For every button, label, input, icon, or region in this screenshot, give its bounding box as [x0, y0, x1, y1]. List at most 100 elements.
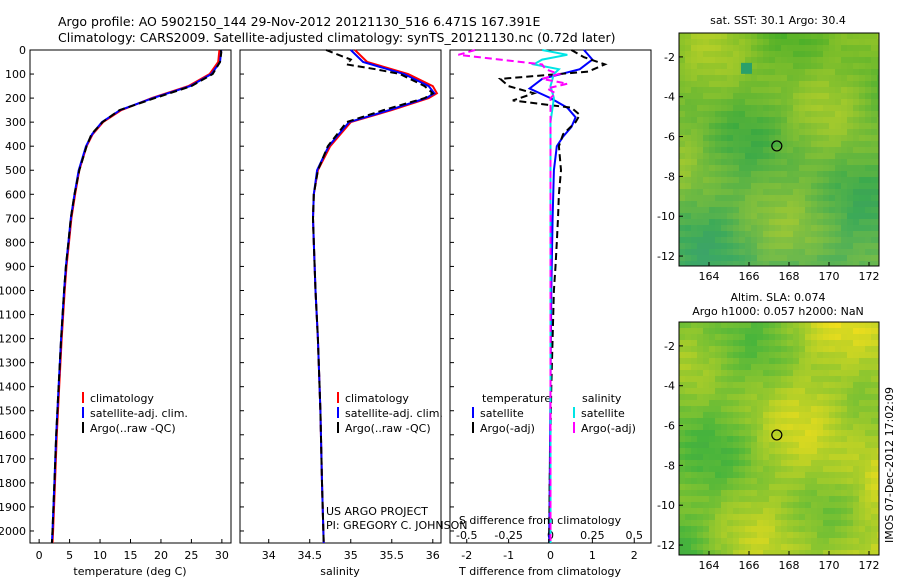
map-cell [763, 123, 769, 129]
y-tick-label: 200 [5, 92, 26, 105]
map-cell [721, 195, 727, 201]
map-cell [697, 448, 703, 454]
map-cell [847, 201, 853, 207]
map-cell [739, 454, 745, 460]
map-cell [739, 322, 745, 328]
map-cell [697, 93, 703, 99]
map-cell [841, 237, 847, 243]
map-cell [823, 376, 829, 382]
map-cell [691, 219, 697, 225]
map-cell [811, 334, 817, 340]
map-cell [751, 364, 757, 370]
map-cell [865, 219, 871, 225]
map-cell [757, 412, 763, 418]
map-cell [853, 237, 859, 243]
map-cell [793, 237, 799, 243]
map-cell [811, 177, 817, 183]
map-cell [739, 430, 745, 436]
map-cell [721, 243, 727, 249]
map-cell [703, 460, 709, 466]
map-cell [751, 448, 757, 454]
map-cell [799, 538, 805, 544]
map-cell [721, 388, 727, 394]
map-cell [775, 165, 781, 171]
series-argo-raw-qc- [50, 49, 223, 544]
map-cell [697, 484, 703, 490]
timestamp-stamp: IMOS 07-Dec-2012 17:02:09 [883, 387, 896, 543]
map-cell [715, 394, 721, 400]
map-cell [811, 364, 817, 370]
map-cell [685, 63, 691, 69]
map-cell [853, 376, 859, 382]
map-cell [691, 195, 697, 201]
map-cell [853, 45, 859, 51]
map-cell [697, 57, 703, 63]
map-cell [745, 81, 751, 87]
temperature-axes [29, 49, 232, 544]
map-cell [709, 496, 715, 502]
map-cell [829, 51, 835, 57]
map-cell [763, 502, 769, 508]
map-cell [847, 346, 853, 352]
map-cell [703, 370, 709, 376]
map-cell [751, 328, 757, 334]
map-cell [799, 87, 805, 93]
map-cell [877, 382, 879, 388]
map-cell [871, 334, 877, 340]
map-cell [871, 406, 877, 412]
map-cell [877, 255, 879, 261]
map-cell [805, 406, 811, 412]
map-cell [769, 261, 775, 266]
map-cell [721, 135, 727, 141]
map-cell [745, 153, 751, 159]
map-cell [685, 123, 691, 129]
map-cell [679, 346, 685, 352]
map-cell [751, 87, 757, 93]
map-cell [877, 177, 879, 183]
series-argo-raw-qc- [311, 49, 435, 544]
map-cell [757, 231, 763, 237]
map-cell [763, 472, 769, 478]
map-cell [709, 508, 715, 514]
map-cell [757, 508, 763, 514]
map-cell [703, 376, 709, 382]
map-cell [697, 340, 703, 346]
map-cell [691, 418, 697, 424]
map-cell [805, 424, 811, 430]
map-cell [691, 183, 697, 189]
sst-heatmap-cells [679, 33, 879, 266]
map-cell [865, 261, 871, 266]
map-cell [775, 358, 781, 364]
map-cell [685, 418, 691, 424]
map-cell [781, 334, 787, 340]
map-cell [751, 550, 757, 555]
map-cell [733, 388, 739, 394]
map-cell [703, 123, 709, 129]
map-cell [679, 442, 685, 448]
map-cell [679, 177, 685, 183]
map-cell [745, 255, 751, 261]
map-cell [817, 454, 823, 460]
map-cell [817, 159, 823, 165]
map-cell [829, 195, 835, 201]
map-cell [763, 213, 769, 219]
map-cell [769, 352, 775, 358]
map-cell [745, 33, 751, 39]
map-cell [715, 358, 721, 364]
map-cell [787, 45, 793, 51]
map-cell [805, 436, 811, 442]
map-cell [799, 520, 805, 526]
map-cell [697, 418, 703, 424]
map-cell [751, 93, 757, 99]
map-cell [871, 328, 877, 334]
y-tick-label: 1600 [0, 429, 26, 442]
map-cell [769, 418, 775, 424]
map-cell [709, 484, 715, 490]
map-cell [775, 33, 781, 39]
map-cell [703, 33, 709, 39]
map-cell [679, 370, 685, 376]
map-cell [769, 346, 775, 352]
map-cell [745, 406, 751, 412]
map-cell [715, 213, 721, 219]
map-cell [703, 63, 709, 69]
